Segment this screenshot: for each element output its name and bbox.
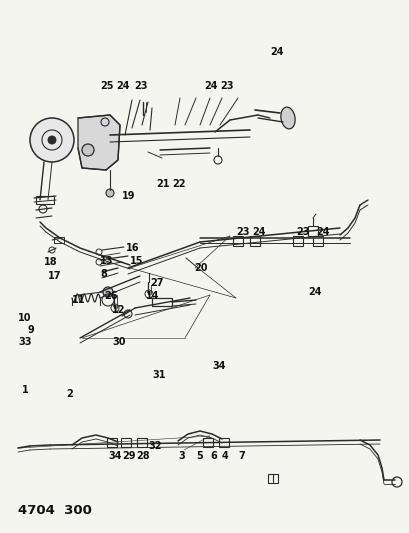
Circle shape — [30, 118, 74, 162]
Text: 18: 18 — [44, 257, 58, 267]
Circle shape — [106, 189, 114, 197]
Text: 27: 27 — [150, 278, 164, 288]
Circle shape — [48, 136, 56, 144]
Text: 23: 23 — [134, 81, 148, 91]
Text: 14: 14 — [146, 291, 160, 301]
Text: 25: 25 — [100, 81, 114, 91]
Text: 22: 22 — [172, 179, 186, 189]
Text: 30: 30 — [112, 337, 126, 347]
Text: 24: 24 — [252, 227, 265, 237]
Text: 3: 3 — [178, 451, 185, 461]
Text: 2: 2 — [66, 389, 73, 399]
Text: 33: 33 — [18, 337, 31, 347]
Text: 34: 34 — [108, 451, 121, 461]
Text: 8: 8 — [100, 269, 107, 279]
Text: 10: 10 — [18, 313, 31, 323]
Text: 23: 23 — [236, 227, 249, 237]
Text: 31: 31 — [152, 370, 166, 380]
Text: 29: 29 — [122, 451, 135, 461]
Text: 1: 1 — [22, 385, 29, 395]
Text: 24: 24 — [316, 227, 330, 237]
Text: 4: 4 — [222, 451, 229, 461]
Text: 11: 11 — [72, 295, 85, 305]
Text: 7: 7 — [238, 451, 245, 461]
Text: 24: 24 — [116, 81, 130, 91]
Text: 6: 6 — [210, 451, 217, 461]
Polygon shape — [78, 115, 120, 170]
Text: 24: 24 — [270, 47, 283, 57]
Text: 15: 15 — [130, 256, 144, 266]
Text: 24: 24 — [308, 287, 321, 297]
Text: 5: 5 — [196, 451, 203, 461]
Text: 16: 16 — [126, 243, 139, 253]
Text: 28: 28 — [136, 451, 150, 461]
Text: 20: 20 — [194, 263, 207, 273]
Text: 13: 13 — [100, 256, 114, 266]
Text: 23: 23 — [296, 227, 310, 237]
Circle shape — [103, 287, 113, 297]
Text: 17: 17 — [48, 271, 61, 281]
Text: 19: 19 — [122, 191, 135, 201]
Circle shape — [82, 144, 94, 156]
Text: 9: 9 — [28, 325, 35, 335]
Text: 32: 32 — [148, 441, 162, 451]
Text: 23: 23 — [220, 81, 234, 91]
Text: 24: 24 — [204, 81, 218, 91]
Text: 21: 21 — [156, 179, 169, 189]
Text: 34: 34 — [212, 361, 225, 371]
Text: 12: 12 — [112, 305, 126, 315]
Text: 26: 26 — [104, 291, 117, 301]
Text: 4704  300: 4704 300 — [18, 504, 92, 516]
Ellipse shape — [281, 107, 295, 129]
